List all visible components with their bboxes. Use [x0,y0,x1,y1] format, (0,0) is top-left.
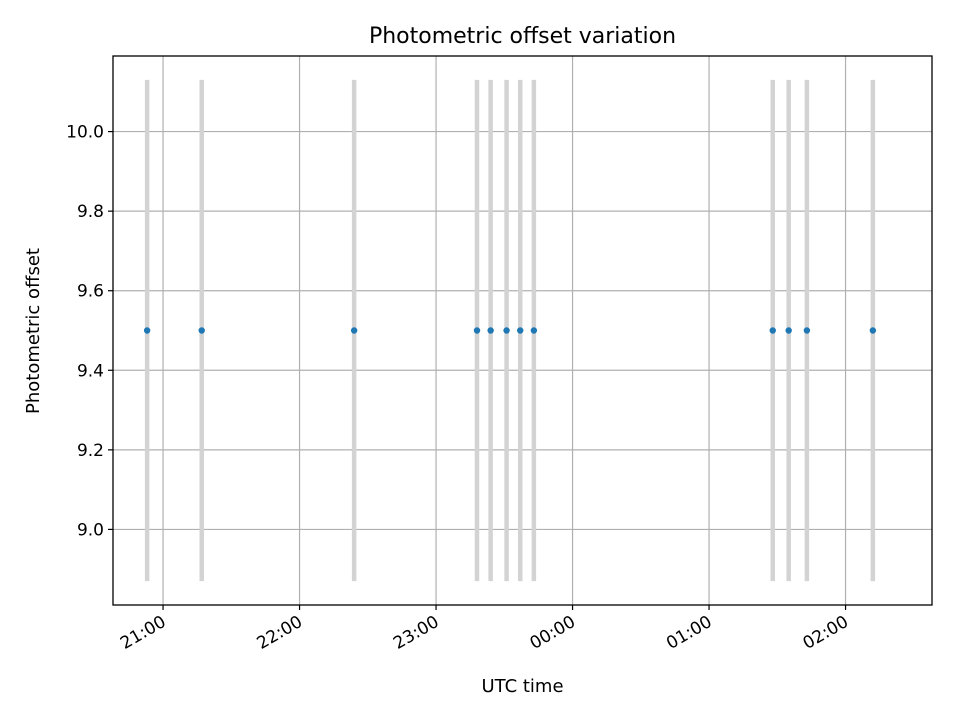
data-point [769,327,776,334]
data-point [473,327,481,334]
y-axis-label: Photometric offset [23,248,44,414]
y-tick-label: 9.4 [77,361,104,381]
y-tick-label: 10.0 [66,123,104,143]
grid-lines [113,56,932,605]
x-axis-label: UTC time [481,676,563,697]
data-points [143,327,877,334]
plot-area-frame [112,55,933,606]
y-tick-label: 9.0 [77,520,104,540]
data-point [803,327,811,334]
data-point [143,327,151,334]
data-point [503,327,510,334]
y-tick-label: 9.2 [77,441,104,461]
y-axis-ticks: 9.0 9.2 9.4 9.6 9.8 10.0 [66,123,113,540]
data-point [530,327,538,334]
y-tick-label: 9.6 [77,282,104,302]
data-point [350,327,358,334]
data-point [785,327,792,334]
y-tick-label: 9.8 [77,202,104,222]
chart-title: Photometric offset variation [369,24,676,49]
data-point [198,327,205,334]
data-point [869,327,877,334]
data-point [487,327,494,334]
data-point [517,327,524,334]
